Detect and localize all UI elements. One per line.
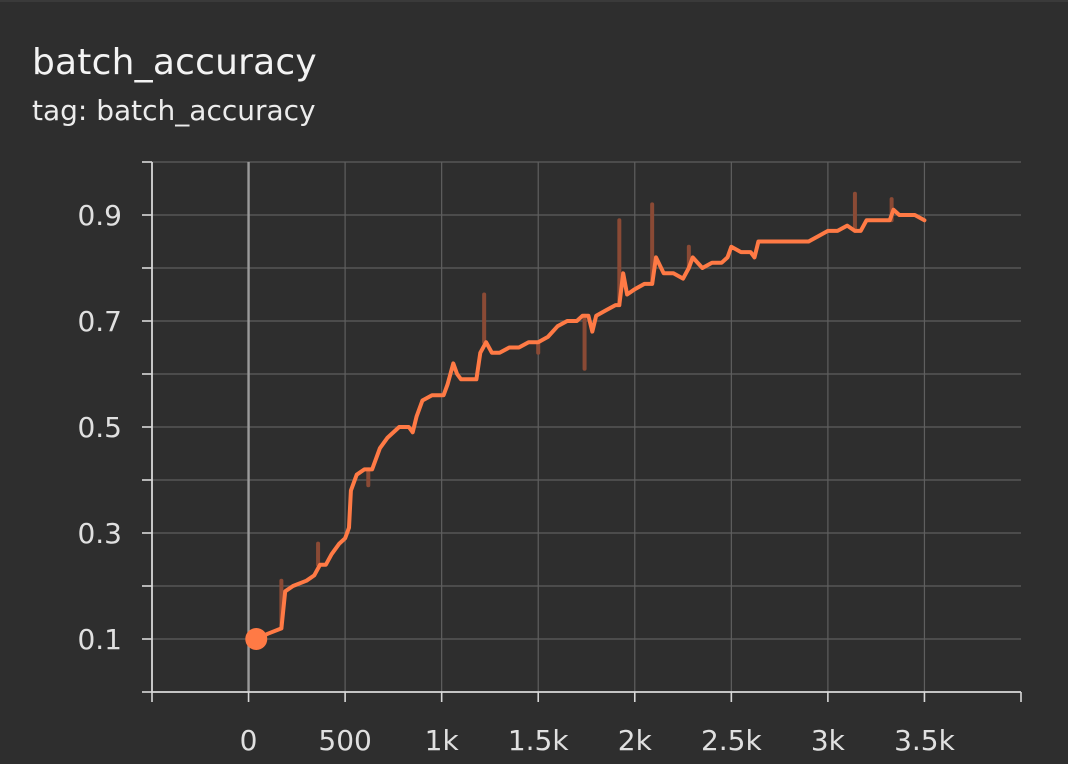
y-tick-label: 0.1	[77, 623, 122, 656]
y-tick-label: 0.9	[77, 199, 122, 232]
y-tick-label: 0.7	[77, 305, 122, 338]
y-tick-label: 0.5	[77, 411, 122, 444]
tick-labels: 0.1 0.3 0.5 0.7 0.9 0 500 1k 1.5k 2k 2.5k 3k 3.5k	[77, 199, 955, 757]
x-tick-label: 3k	[811, 724, 846, 757]
x-tick-label: 500	[318, 724, 371, 757]
data-point-marker	[245, 628, 268, 650]
smoothed-series	[245, 207, 927, 650]
series-line	[254, 207, 927, 641]
x-tick-label: 1.5k	[508, 724, 570, 757]
chart-tag-subtitle: tag: batch_accuracy	[32, 94, 316, 127]
x-tick-label: 0	[240, 724, 258, 757]
x-tick-label: 2.5k	[701, 724, 763, 757]
x-tick-label: 2k	[618, 724, 653, 757]
raw-series	[279, 191, 894, 631]
chart-title: batch_accuracy	[32, 42, 317, 83]
axes	[142, 161, 1022, 702]
x-tick-label: 1k	[425, 724, 460, 757]
y-tick-label: 0.3	[77, 517, 122, 550]
x-tick-label: 3.5k	[894, 724, 956, 757]
